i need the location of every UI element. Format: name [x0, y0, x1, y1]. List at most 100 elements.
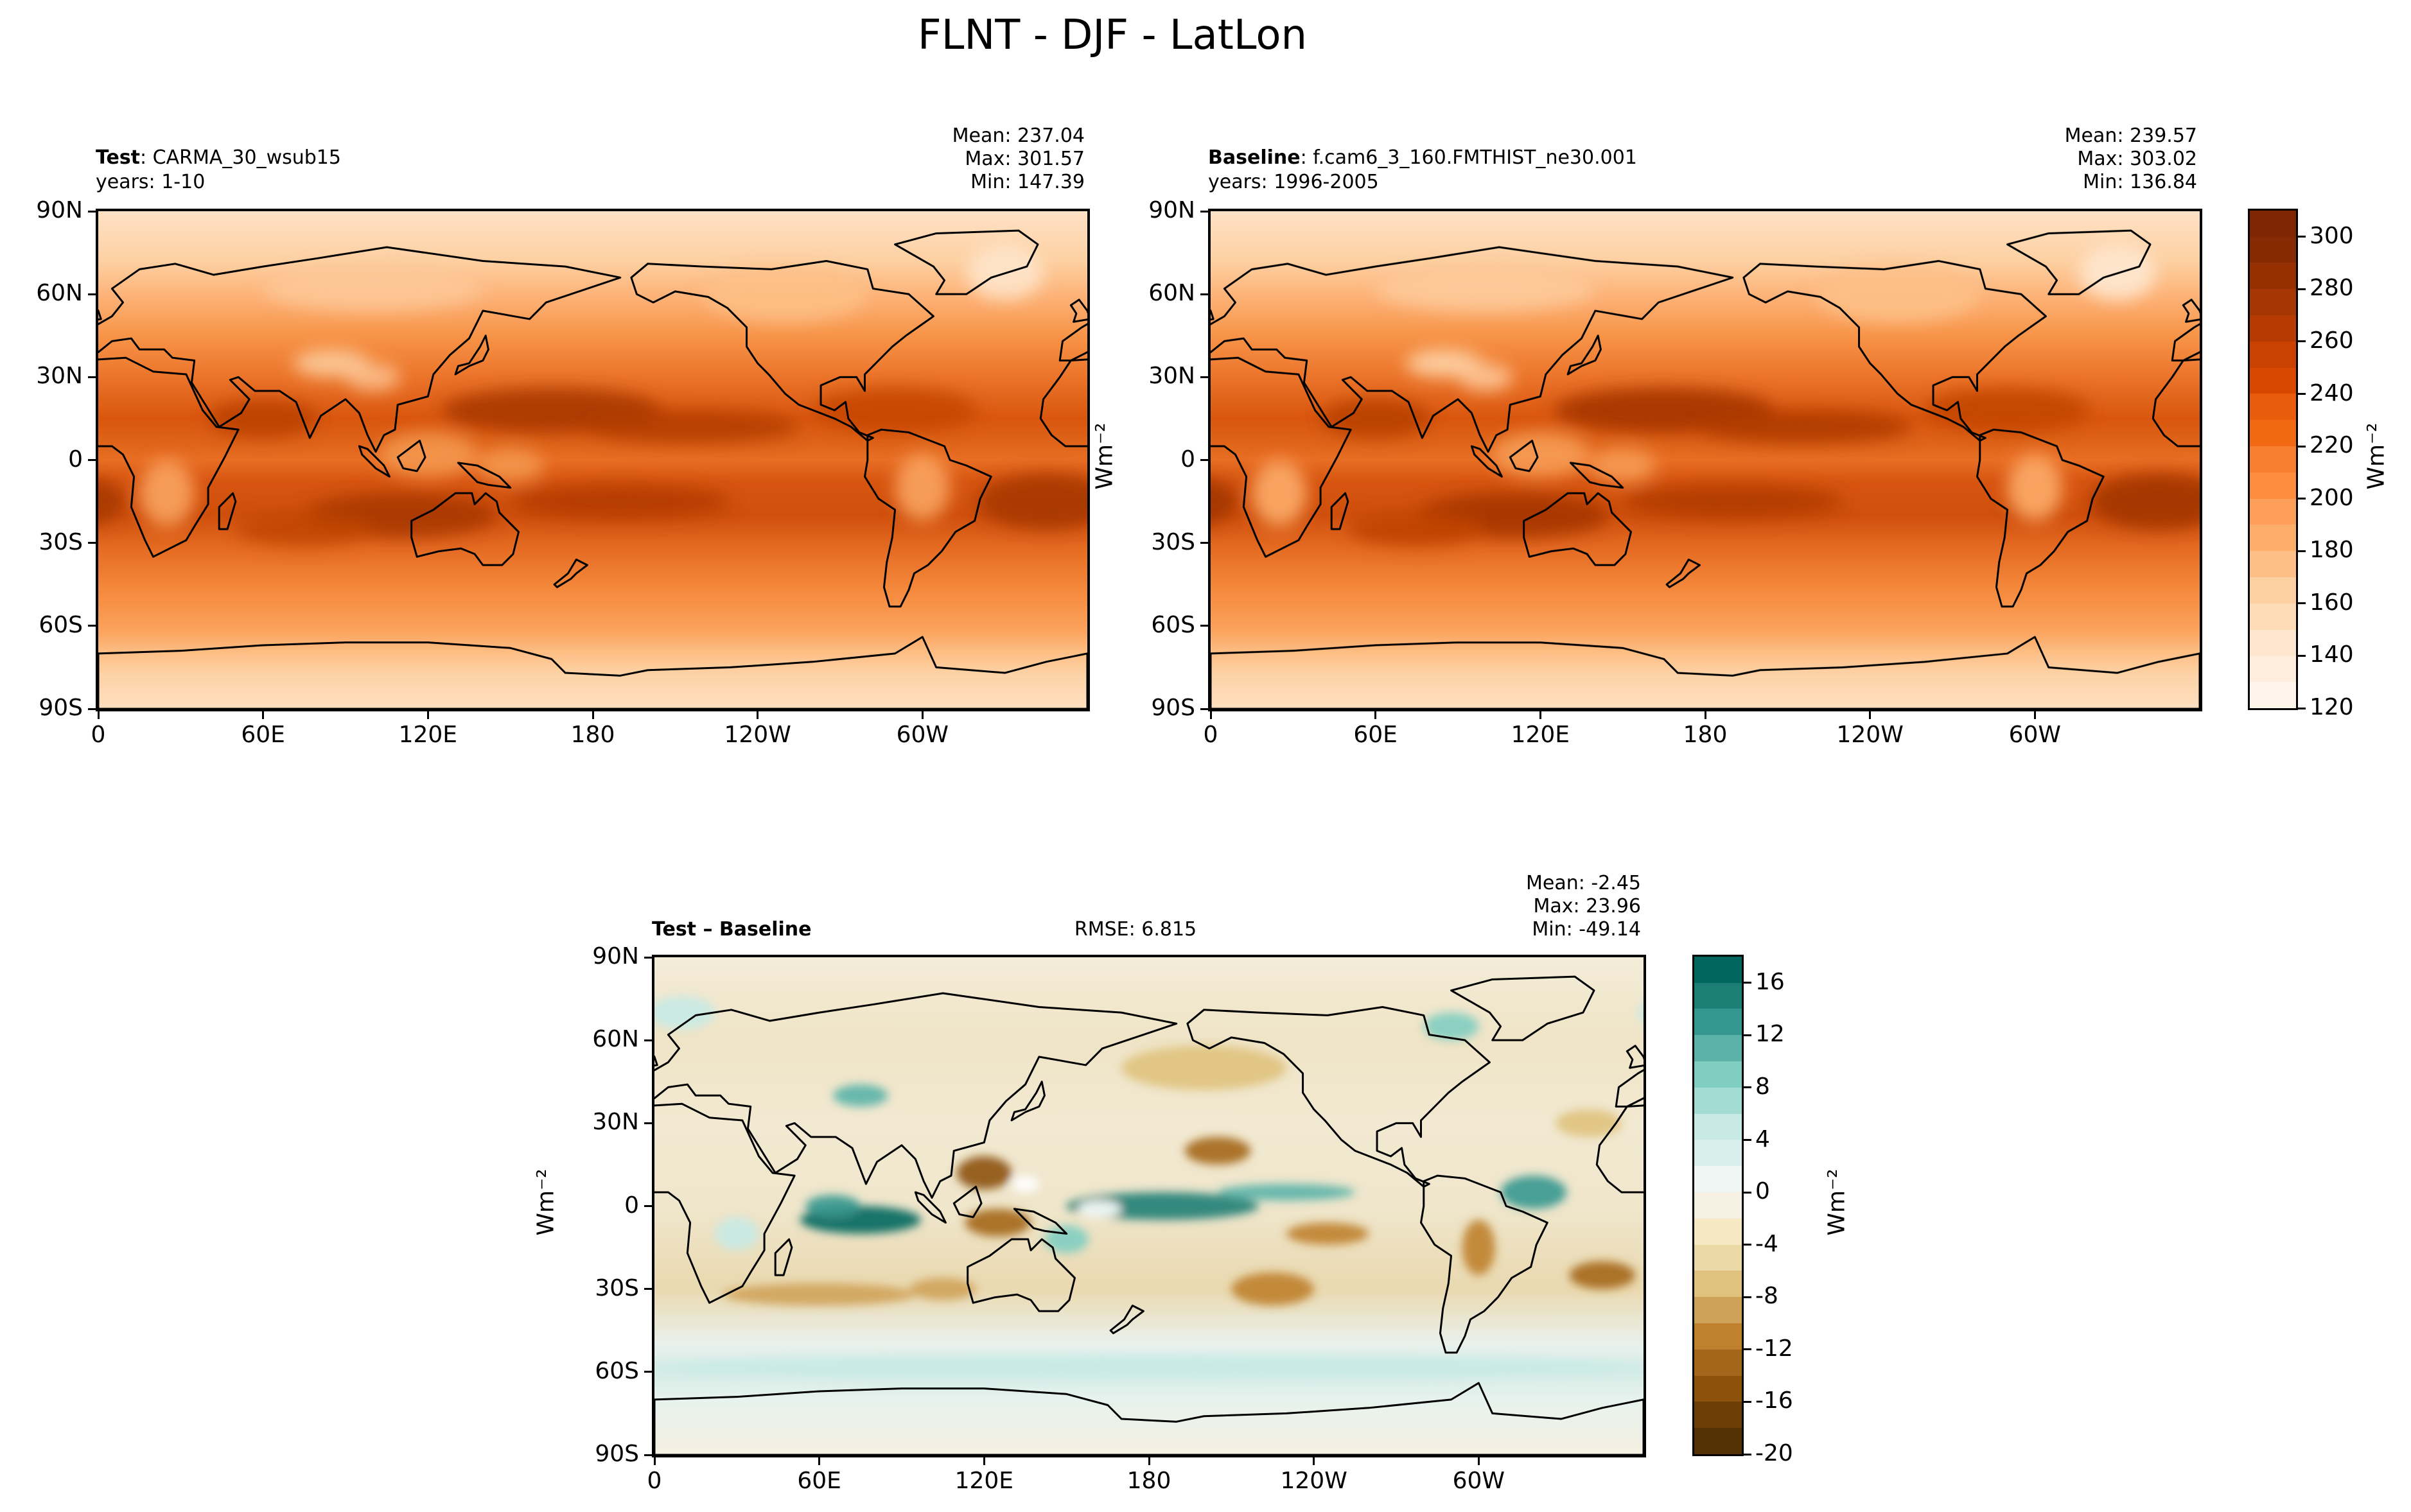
- y-tick-mark: [644, 1122, 652, 1124]
- colorbar-segment: [1694, 1166, 1742, 1193]
- coastline-greenland: [1451, 977, 1594, 1040]
- panel-years: years: 1996-2005: [1208, 171, 1379, 193]
- colorbar-tick-label: -16: [1755, 1387, 1793, 1414]
- x-tick-mark: [1209, 711, 1212, 719]
- x-tick-mark: [97, 711, 100, 719]
- colorbar-label: Wm⁻²: [2363, 422, 2390, 490]
- field-contour: [1500, 1176, 1567, 1209]
- colorbar-segment: [1694, 1402, 1742, 1429]
- coastline-africa: [1211, 358, 1351, 557]
- y-tick-label: 90N: [592, 943, 639, 969]
- field-contour: [805, 1195, 861, 1217]
- map-canvas: [654, 957, 1644, 1455]
- panel-years: years: 1-10: [96, 171, 206, 193]
- colorbar-segment: [1694, 1271, 1742, 1298]
- x-tick-mark: [426, 711, 429, 719]
- colorbar-segment: [1694, 1218, 1742, 1245]
- panel-title-bold: Test: [96, 146, 141, 169]
- field-contour: [510, 485, 730, 518]
- coastline-eurasia: [98, 247, 620, 452]
- colorbar-tick-label: 120: [2310, 694, 2354, 720]
- colorbar-tick-mark: [2298, 340, 2306, 343]
- map-test: [96, 209, 1090, 711]
- field-contour: [1347, 512, 1486, 546]
- y-tick-label: 90N: [1148, 197, 1195, 223]
- y-tick-mark: [88, 293, 96, 295]
- x-tick-label: 60E: [797, 1468, 841, 1494]
- x-tick-mark: [1148, 1457, 1150, 1465]
- field-contour: [1638, 1003, 1644, 1022]
- colorbar-segment: [1694, 1323, 1742, 1350]
- x-tick-mark: [592, 711, 594, 719]
- colorbar-tick-mark: [2298, 445, 2306, 448]
- field-contour: [1184, 1136, 1251, 1165]
- field-contour: [966, 244, 1044, 300]
- y-tick-mark: [644, 1288, 652, 1290]
- coastline-samerica: [1977, 430, 2104, 607]
- x-tick-label: 60W: [2008, 722, 2062, 748]
- colorbar-segment: [1694, 956, 1742, 983]
- colorbar-tick-label: 4: [1755, 1125, 1770, 1152]
- coastline-africa: [654, 1104, 794, 1303]
- colorbar-tick-mark: [1744, 1244, 1751, 1246]
- colorbar-tick-label: -8: [1755, 1283, 1778, 1310]
- y-tick-label: 30N: [36, 363, 83, 390]
- field-contour: [263, 266, 483, 311]
- colorbar-tick-label: -20: [1755, 1440, 1793, 1466]
- colorbar-segment: [1694, 1349, 1742, 1376]
- field-contour: [1217, 1184, 1355, 1201]
- field-contour: [1211, 479, 1238, 524]
- colorbar-segment: [1694, 1192, 1742, 1219]
- y-tick-label: 60S: [595, 1357, 639, 1384]
- field-contour: [1077, 1200, 1122, 1217]
- colorbar-segment: [2250, 525, 2296, 552]
- colorbar-segment: [1694, 1428, 1742, 1454]
- field-contour: [2078, 244, 2156, 300]
- colorbar-tick-mark: [1744, 1086, 1751, 1089]
- coastline-japan: [455, 336, 488, 374]
- y-tick-mark: [88, 376, 96, 378]
- colorbar-segment: [1694, 1035, 1742, 1062]
- x-tick-mark: [1313, 1457, 1315, 1465]
- y-tick-label: 60S: [1151, 611, 1195, 638]
- colorbar-tick-label: 160: [2310, 589, 2354, 616]
- coastline-uk: [2183, 300, 2200, 322]
- panel-title-case: : CARMA_30_wsub15: [140, 146, 341, 169]
- colorbar-absolute: [2248, 209, 2298, 710]
- colorbar-segment: [1694, 1375, 1742, 1402]
- colorbar-tick-mark: [2298, 288, 2306, 290]
- coastline-samerica: [865, 430, 992, 607]
- colorbar-tick-mark: [1744, 1400, 1751, 1403]
- stat-min: Min: 147.39: [970, 171, 1085, 193]
- colorbar-segment: [2250, 367, 2296, 394]
- y-tick-mark: [644, 1454, 652, 1456]
- colorbar-tick-mark: [1744, 1034, 1751, 1036]
- y-tick-mark: [1200, 542, 1208, 544]
- y-tick-label: 30N: [1148, 363, 1195, 390]
- coastline-japan: [1012, 1082, 1044, 1120]
- y-tick-mark: [88, 542, 96, 544]
- field-contour: [208, 399, 319, 439]
- x-tick-mark: [1374, 711, 1377, 719]
- colorbar-segment: [1694, 1140, 1742, 1167]
- y-tick-label: 30S: [1151, 528, 1195, 555]
- field-contour: [1044, 1225, 1089, 1253]
- field-contour: [1462, 1220, 1495, 1276]
- colorbar-segment: [2250, 236, 2296, 263]
- field-contour: [235, 512, 373, 546]
- field-contour: [909, 1278, 976, 1300]
- y-tick-label: 90S: [39, 695, 83, 721]
- colorbar-segment: [2250, 263, 2296, 290]
- field-contour: [1556, 1109, 1622, 1137]
- field-contour: [1012, 1176, 1039, 1192]
- coastline-borneo: [1510, 440, 1538, 471]
- colorbar-tick-mark: [1744, 1453, 1751, 1456]
- coastline-namerica: [1188, 1007, 1490, 1187]
- field-contour: [956, 1156, 1012, 1190]
- coastline-namerica: [631, 261, 934, 441]
- coastline-nz: [1110, 1306, 1143, 1334]
- panel-title-bold: Test – Baseline: [652, 918, 812, 941]
- x-tick-mark: [921, 711, 924, 719]
- colorbar-tick-mark: [1744, 1296, 1751, 1298]
- field-contour: [1691, 410, 1911, 444]
